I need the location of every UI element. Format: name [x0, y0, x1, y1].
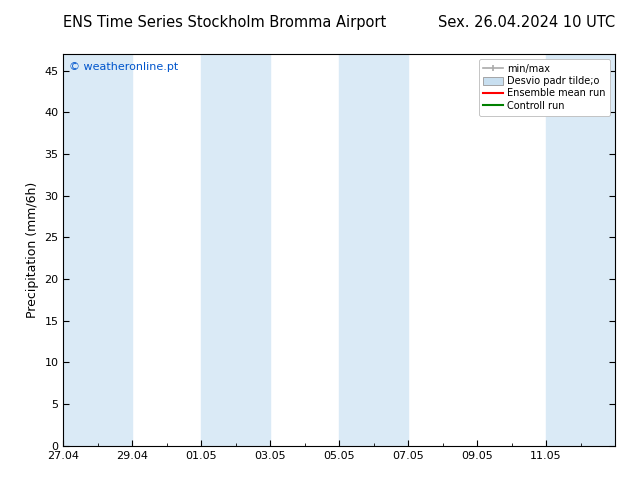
- Bar: [546, 54, 632, 446]
- Text: ENS Time Series Stockholm Bromma Airport: ENS Time Series Stockholm Bromma Airport: [63, 15, 387, 30]
- Text: Sex. 26.04.2024 10 UTC: Sex. 26.04.2024 10 UTC: [438, 15, 615, 30]
- Text: © weatheronline.pt: © weatheronline.pt: [69, 62, 178, 72]
- Bar: [63, 54, 133, 446]
- Y-axis label: Precipitation (mm/6h): Precipitation (mm/6h): [26, 182, 39, 318]
- Legend: min/max, Desvio padr tilde;o, Ensemble mean run, Controll run: min/max, Desvio padr tilde;o, Ensemble m…: [479, 59, 610, 116]
- Bar: [339, 54, 408, 446]
- Bar: [202, 54, 270, 446]
